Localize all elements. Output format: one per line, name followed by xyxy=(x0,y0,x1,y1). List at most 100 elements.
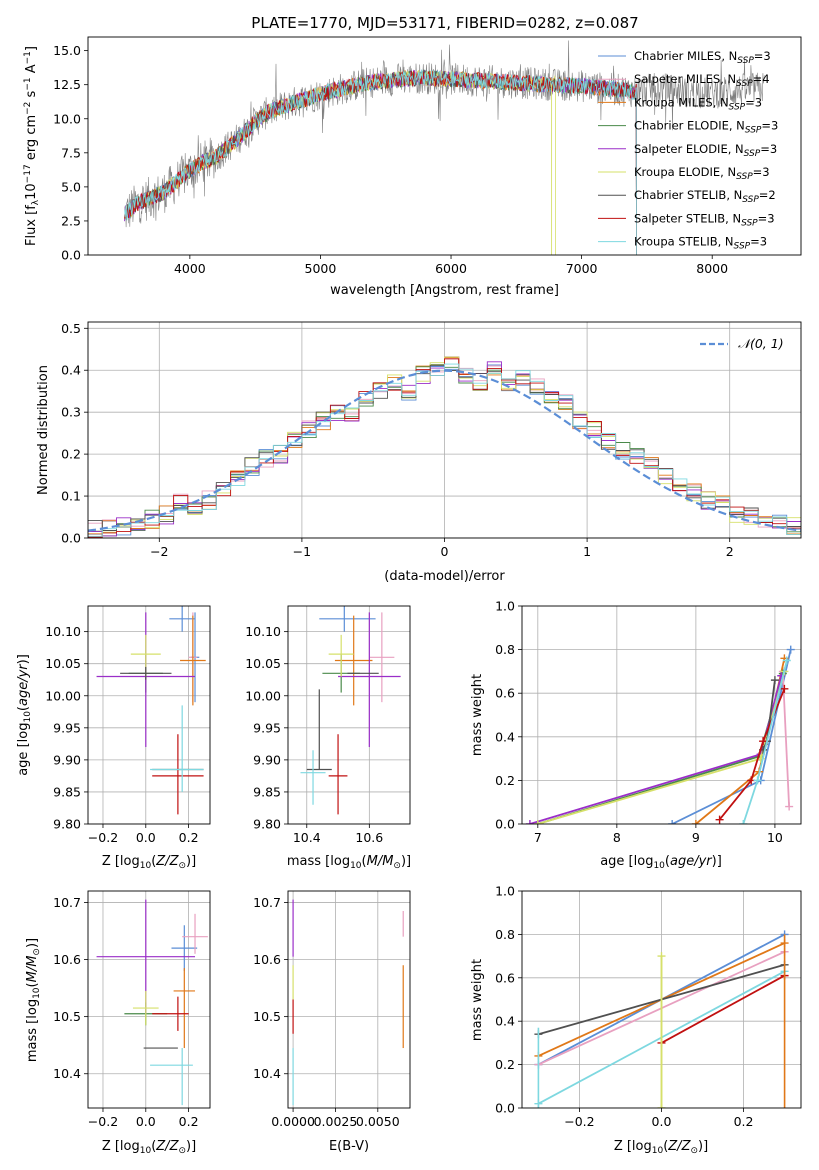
axes-mass_weight_vs_age: 7 8 9 10 0.0 0.2 0.4 0.6 0.8 1.0 age [log10​(age/y… xyxy=(470,599,802,871)
axes-frame xyxy=(87,321,802,539)
y-tick-label: 10.10 xyxy=(245,624,281,639)
y-tick-label: 10.7 xyxy=(253,895,281,910)
x-axis-label: wavelength [Angstrom, rest frame] xyxy=(330,283,559,298)
mass-weight-line xyxy=(661,974,786,1044)
plus-marker xyxy=(786,645,795,654)
y-tick-label: 9.90 xyxy=(253,752,281,767)
y-tick-label: 10.5 xyxy=(253,1009,281,1024)
plot-area xyxy=(522,891,801,1108)
x-tick-label: 0.0050 xyxy=(356,1114,400,1129)
y-tick-label: 12.5 xyxy=(53,77,81,92)
y-tick-label: 0.6 xyxy=(495,686,515,701)
axes-frame xyxy=(287,605,411,825)
y-tick-label: 10.4 xyxy=(53,1066,81,1081)
axes-frame xyxy=(87,890,211,1109)
mass-weight-line xyxy=(695,658,786,824)
legend-label: Chabrier ELODIE, NSSP​=3 xyxy=(634,119,778,136)
y-tick-label: 10.7 xyxy=(53,895,81,910)
legend-label: Salpeter STELIB, NSSP​=3 xyxy=(634,211,775,228)
axes-age_vs_mass: 10.4 10.6 9.80 9.85 9.90 9.95 10.00 10.05 10.10 m… xyxy=(245,605,411,871)
plus-marker xyxy=(782,656,791,665)
y-tick-label: 1.0 xyxy=(495,599,515,614)
x-tick-label: 7 xyxy=(534,830,542,845)
plus-marker xyxy=(691,820,700,824)
y-tick-label: 10.10 xyxy=(45,624,81,639)
gaussian-reference-curve xyxy=(88,369,801,532)
plot-area xyxy=(522,606,801,824)
x-tick-label: 2 xyxy=(726,544,734,559)
x-tick-label: 4000 xyxy=(174,261,206,276)
mass-weight-line xyxy=(529,675,783,824)
y-tick-label: 9.95 xyxy=(53,720,81,735)
y-tick-label: 0.0 xyxy=(61,248,81,263)
y-axis-label: mass [log10​(M/M⊙​)] xyxy=(25,938,42,1062)
x-axis-label: Z [log10​(Z/Z⊙​)] xyxy=(614,1139,708,1156)
y-tick-label: 0.4 xyxy=(495,1014,515,1029)
x-tick-label: 0.0000 xyxy=(271,1114,315,1129)
plus-marker xyxy=(525,820,534,824)
y-tick-label: 9.80 xyxy=(253,817,281,832)
x-tick-label: −0.2 xyxy=(88,1114,118,1129)
y-tick-label: 0.2 xyxy=(495,1057,515,1072)
y-tick-label: 0.2 xyxy=(61,447,81,462)
y-tick-label: 0.8 xyxy=(495,642,515,657)
axes-age_vs_Z: −0.2 0.0 0.2 9.80 9.85 9.90 9.95 10.00 10.05 10.1… xyxy=(16,605,211,871)
x-tick-label: −1 xyxy=(293,544,311,559)
y-tick-label: 0.8 xyxy=(495,927,515,942)
y-tick-label: 0.0 xyxy=(495,1101,515,1116)
axes-mass_weight_vs_Z: −0.2 0.0 0.2 0.0 0.2 0.4 0.6 0.8 1.0 Z [log10​(Z/… xyxy=(470,884,802,1156)
x-tick-label: −0.2 xyxy=(88,830,118,845)
legend-label: Chabrier MILES, NSSP​=3 xyxy=(634,49,771,66)
y-tick-label: 0.1 xyxy=(61,489,81,504)
x-tick-label: 5000 xyxy=(305,261,337,276)
x-tick-label: 0.2 xyxy=(179,830,199,845)
plus-marker xyxy=(785,802,794,811)
y-tick-label: 10.00 xyxy=(45,688,81,703)
legend-label: Kroupa MILES, NSSP​=3 xyxy=(634,95,762,112)
legend-label: Kroupa ELODIE, NSSP​=3 xyxy=(634,165,770,182)
model-spectrum-line xyxy=(124,70,637,255)
x-tick-label: 8 xyxy=(613,830,621,845)
x-axis-label: Z [log10​(Z/Z⊙​)] xyxy=(102,854,196,871)
legend: Chabrier MILES, NSSP​=3 Salpeter MILES, N… xyxy=(598,49,778,252)
x-tick-label: 0.0025 xyxy=(314,1114,358,1129)
y-tick-label: 0.2 xyxy=(495,773,515,788)
y-tick-label: 1.0 xyxy=(495,884,515,899)
x-tick-label: 10 xyxy=(767,830,783,845)
y-axis-label: mass weight xyxy=(470,959,485,1041)
x-axis-label: (data-model)/error xyxy=(384,569,505,584)
axes-frame xyxy=(521,605,802,825)
y-tick-label: 9.85 xyxy=(253,784,281,799)
y-tick-label: 0.4 xyxy=(61,363,81,378)
y-tick-label: 0.0 xyxy=(61,531,81,546)
y-tick-label: 0.6 xyxy=(495,970,515,985)
x-tick-label: 9 xyxy=(692,830,700,845)
x-tick-label: −0.2 xyxy=(564,1114,594,1129)
legend: 𝒩(0, 1) xyxy=(700,336,784,351)
plot-area xyxy=(124,40,765,255)
y-tick-label: 15.0 xyxy=(53,43,81,58)
x-tick-label: 8000 xyxy=(696,261,728,276)
y-tick-label: 9.95 xyxy=(253,720,281,735)
x-axis-label: Z [log10​(Z/Z⊙​)] xyxy=(102,1139,196,1156)
plot-area xyxy=(288,891,410,1108)
x-tick-label: −2 xyxy=(150,544,168,559)
y-axis-label: mass weight xyxy=(470,674,485,756)
plus-marker xyxy=(753,776,762,785)
y-tick-label: 10.05 xyxy=(245,656,281,671)
y-tick-label: 10.0 xyxy=(53,111,81,126)
y-tick-label: 7.5 xyxy=(61,145,81,160)
x-axis-label: mass [log10​(M/M⊙​)] xyxy=(287,854,411,871)
x-tick-label: 0.0 xyxy=(652,1114,672,1129)
observed-spectrum xyxy=(124,40,765,228)
plot-area xyxy=(288,606,410,824)
y-tick-label: 10.4 xyxy=(253,1066,281,1081)
mass-weight-line xyxy=(537,673,784,824)
x-tick-label: 10.4 xyxy=(293,830,321,845)
mass-weight-line xyxy=(781,671,790,807)
x-tick-label: 0.0 xyxy=(136,1114,156,1129)
axes-frame xyxy=(87,605,211,825)
axes-residuals: −2 −1 0 1 2 0.0 0.1 0.2 0.3 0.4 0.5 𝒩(0, 1) (data-mo… xyxy=(36,321,802,584)
axes-frame xyxy=(87,36,802,256)
